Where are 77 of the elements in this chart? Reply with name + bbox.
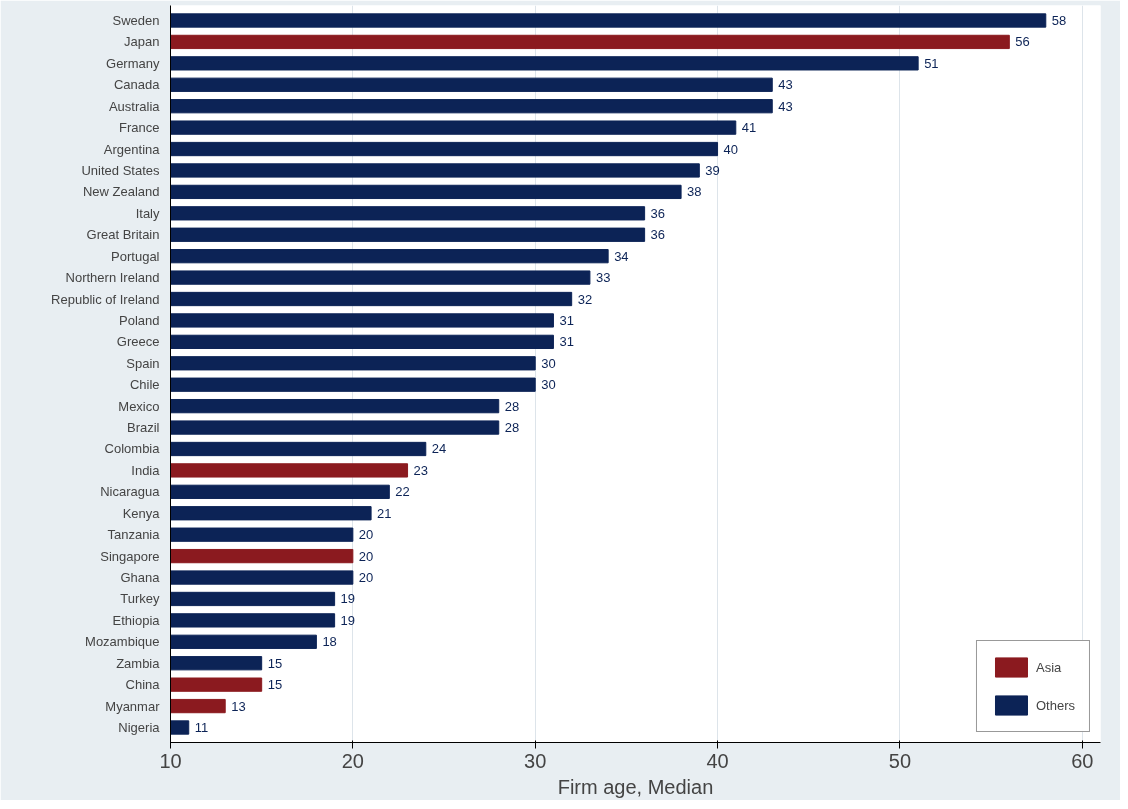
data-label: 36 [650, 227, 666, 243]
y-tick-label: France [119, 120, 160, 136]
data-label: 33 [595, 270, 611, 286]
data-label: 31 [559, 312, 574, 328]
y-tick-label: Tanzania [107, 527, 161, 543]
data-label: 11 [194, 720, 209, 735]
data-label: 30 [541, 355, 556, 371]
y-tick-label: Kenya [122, 505, 161, 521]
y-tick-label: Brazil [126, 420, 160, 436]
y-tick-label: Great Britain [86, 227, 160, 243]
y-tick-label: Turkey [120, 591, 160, 607]
data-label: 22 [395, 484, 410, 500]
y-tick-label: Sweden [112, 13, 160, 28]
x-tick-label: 10 [159, 749, 182, 772]
y-tick-label: Ethiopia [112, 612, 161, 628]
data-label: 38 [687, 184, 702, 200]
legend-label: Others [1035, 697, 1075, 713]
y-tick-label: Nicaragua [100, 484, 161, 500]
data-label: 40 [723, 141, 739, 157]
y-tick-label: India [131, 462, 161, 478]
data-label: 56 [1015, 34, 1030, 50]
data-label: 34 [614, 248, 629, 264]
y-tick-label: Italy [135, 205, 160, 221]
data-label: 41 [741, 120, 757, 136]
data-label: 51 [924, 55, 939, 71]
x-tick-label: 50 [888, 749, 912, 772]
y-tick-label: Greece [116, 334, 160, 350]
data-label: 30 [541, 377, 556, 393]
y-tick-label: Mexico [118, 398, 160, 414]
data-label: 28 [504, 420, 520, 436]
x-tick-label: 30 [524, 749, 547, 772]
y-tick-label: Australia [108, 98, 161, 114]
x-tick-label: 40 [706, 749, 729, 772]
y-tick-label: Mozambique [85, 634, 160, 650]
data-label: 15 [267, 655, 283, 671]
y-tick-label: Singapore [100, 548, 160, 564]
y-tick-label: Canada [113, 77, 161, 93]
data-label: 24 [431, 441, 447, 457]
y-tick-label: Japan [124, 34, 160, 50]
y-tick-label: Zambia [116, 655, 161, 671]
data-label: 20 [358, 527, 374, 543]
data-label: 28 [504, 398, 520, 414]
x-axis-title: Firm age, Median [557, 775, 714, 798]
data-label: 43 [778, 77, 793, 93]
data-label: 13 [231, 698, 246, 714]
y-tick-label: Northern Ireland [65, 270, 160, 286]
data-label: 58 [1051, 13, 1067, 28]
y-tick-label: Portugal [111, 248, 160, 264]
x-tick-label: 20 [341, 749, 364, 772]
data-label: 20 [358, 548, 374, 564]
data-label: 39 [705, 162, 720, 178]
data-label: 20 [358, 570, 374, 586]
y-tick-label: China [125, 677, 161, 693]
y-tick-label: Spain [126, 355, 160, 371]
data-label: 31 [559, 334, 574, 350]
y-tick-label: Argentina [103, 141, 161, 157]
data-label: 32 [577, 291, 593, 307]
data-label: 23 [413, 462, 429, 478]
y-tick-label: Poland [119, 312, 160, 328]
y-tick-label: Germany [106, 55, 160, 71]
data-label: 43 [778, 98, 793, 114]
x-tick-label: 60 [1071, 749, 1094, 772]
y-tick-label: Republic of Ireland [51, 291, 160, 307]
y-tick-label: Chile [129, 377, 160, 393]
y-tick-label: Nigeria [118, 720, 161, 735]
y-tick-label: Ghana [120, 570, 161, 586]
y-tick-label: New Zealand [82, 184, 160, 200]
y-tick-label: Colombia [104, 441, 161, 457]
data-label: 19 [340, 612, 356, 628]
y-tick-label: United States [81, 162, 160, 178]
data-label: 36 [650, 205, 666, 221]
data-label: 18 [322, 634, 337, 650]
y-tick-label: Myanmar [105, 698, 161, 714]
data-label: 15 [267, 677, 283, 693]
legend-label: Asia [1035, 659, 1062, 675]
data-label: 21 [377, 505, 392, 521]
data-label: 19 [340, 591, 356, 607]
